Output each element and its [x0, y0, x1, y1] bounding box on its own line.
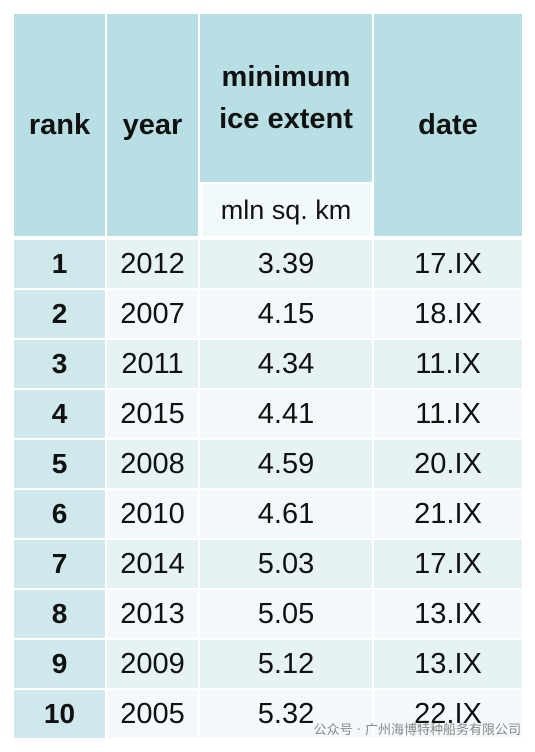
- data-cell: 2009: [107, 640, 198, 688]
- data-cell: 4.34: [200, 340, 372, 388]
- data-cell: 18.IX: [374, 290, 522, 338]
- data-cell: 2015: [107, 390, 198, 438]
- rank-cell: 8: [14, 590, 105, 638]
- data-cell: 5.12: [200, 640, 372, 688]
- rank-cell: 1: [14, 240, 105, 288]
- rank-cell: 5: [14, 440, 105, 488]
- data-cell: 2005: [107, 690, 198, 738]
- rank-cell: 10: [14, 690, 105, 738]
- data-cell: 2014: [107, 540, 198, 588]
- watermark: 公众号 · 广州海博特种船务有限公司: [313, 723, 521, 738]
- header-cell: year: [107, 14, 198, 236]
- data-cell: 21.IX: [374, 490, 522, 538]
- data-cell: 22.IX: [374, 690, 522, 738]
- data-cell: 4.59: [200, 440, 372, 488]
- rank-cell: 7: [14, 540, 105, 588]
- rank-cell: 9: [14, 640, 105, 688]
- data-cell: 3.39: [200, 240, 372, 288]
- data-cell: 4.61: [200, 490, 372, 538]
- data-cell: 11.IX: [374, 390, 522, 438]
- header-cell: date: [374, 14, 522, 236]
- data-cell: 2010: [107, 490, 198, 538]
- header-cell: minimum ice extent: [200, 14, 372, 182]
- data-cell: 4.41: [200, 390, 372, 438]
- data-cell: 20.IX: [374, 440, 522, 488]
- subheader-cell: mln sq. km: [202, 184, 370, 236]
- data-cell: 2011: [107, 340, 198, 388]
- data-cell: 11.IX: [374, 340, 522, 388]
- data-cell: 17.IX: [374, 240, 522, 288]
- data-cell: 17.IX: [374, 540, 522, 588]
- data-cell: 13.IX: [374, 590, 522, 638]
- header-cell: rank: [14, 14, 105, 236]
- data-cell: 5.05: [200, 590, 372, 638]
- data-cell: 2007: [107, 290, 198, 338]
- rank-cell: 3: [14, 340, 105, 388]
- rank-cell: 2: [14, 290, 105, 338]
- rank-cell: 4: [14, 390, 105, 438]
- data-cell: 2012: [107, 240, 198, 288]
- data-cell: 5.03: [200, 540, 372, 588]
- data-cell: 5.32: [200, 690, 372, 738]
- data-cell: 2013: [107, 590, 198, 638]
- data-cell: 2008: [107, 440, 198, 488]
- rank-cell: 6: [14, 490, 105, 538]
- data-cell: 13.IX: [374, 640, 522, 688]
- data-cell: 4.15: [200, 290, 372, 338]
